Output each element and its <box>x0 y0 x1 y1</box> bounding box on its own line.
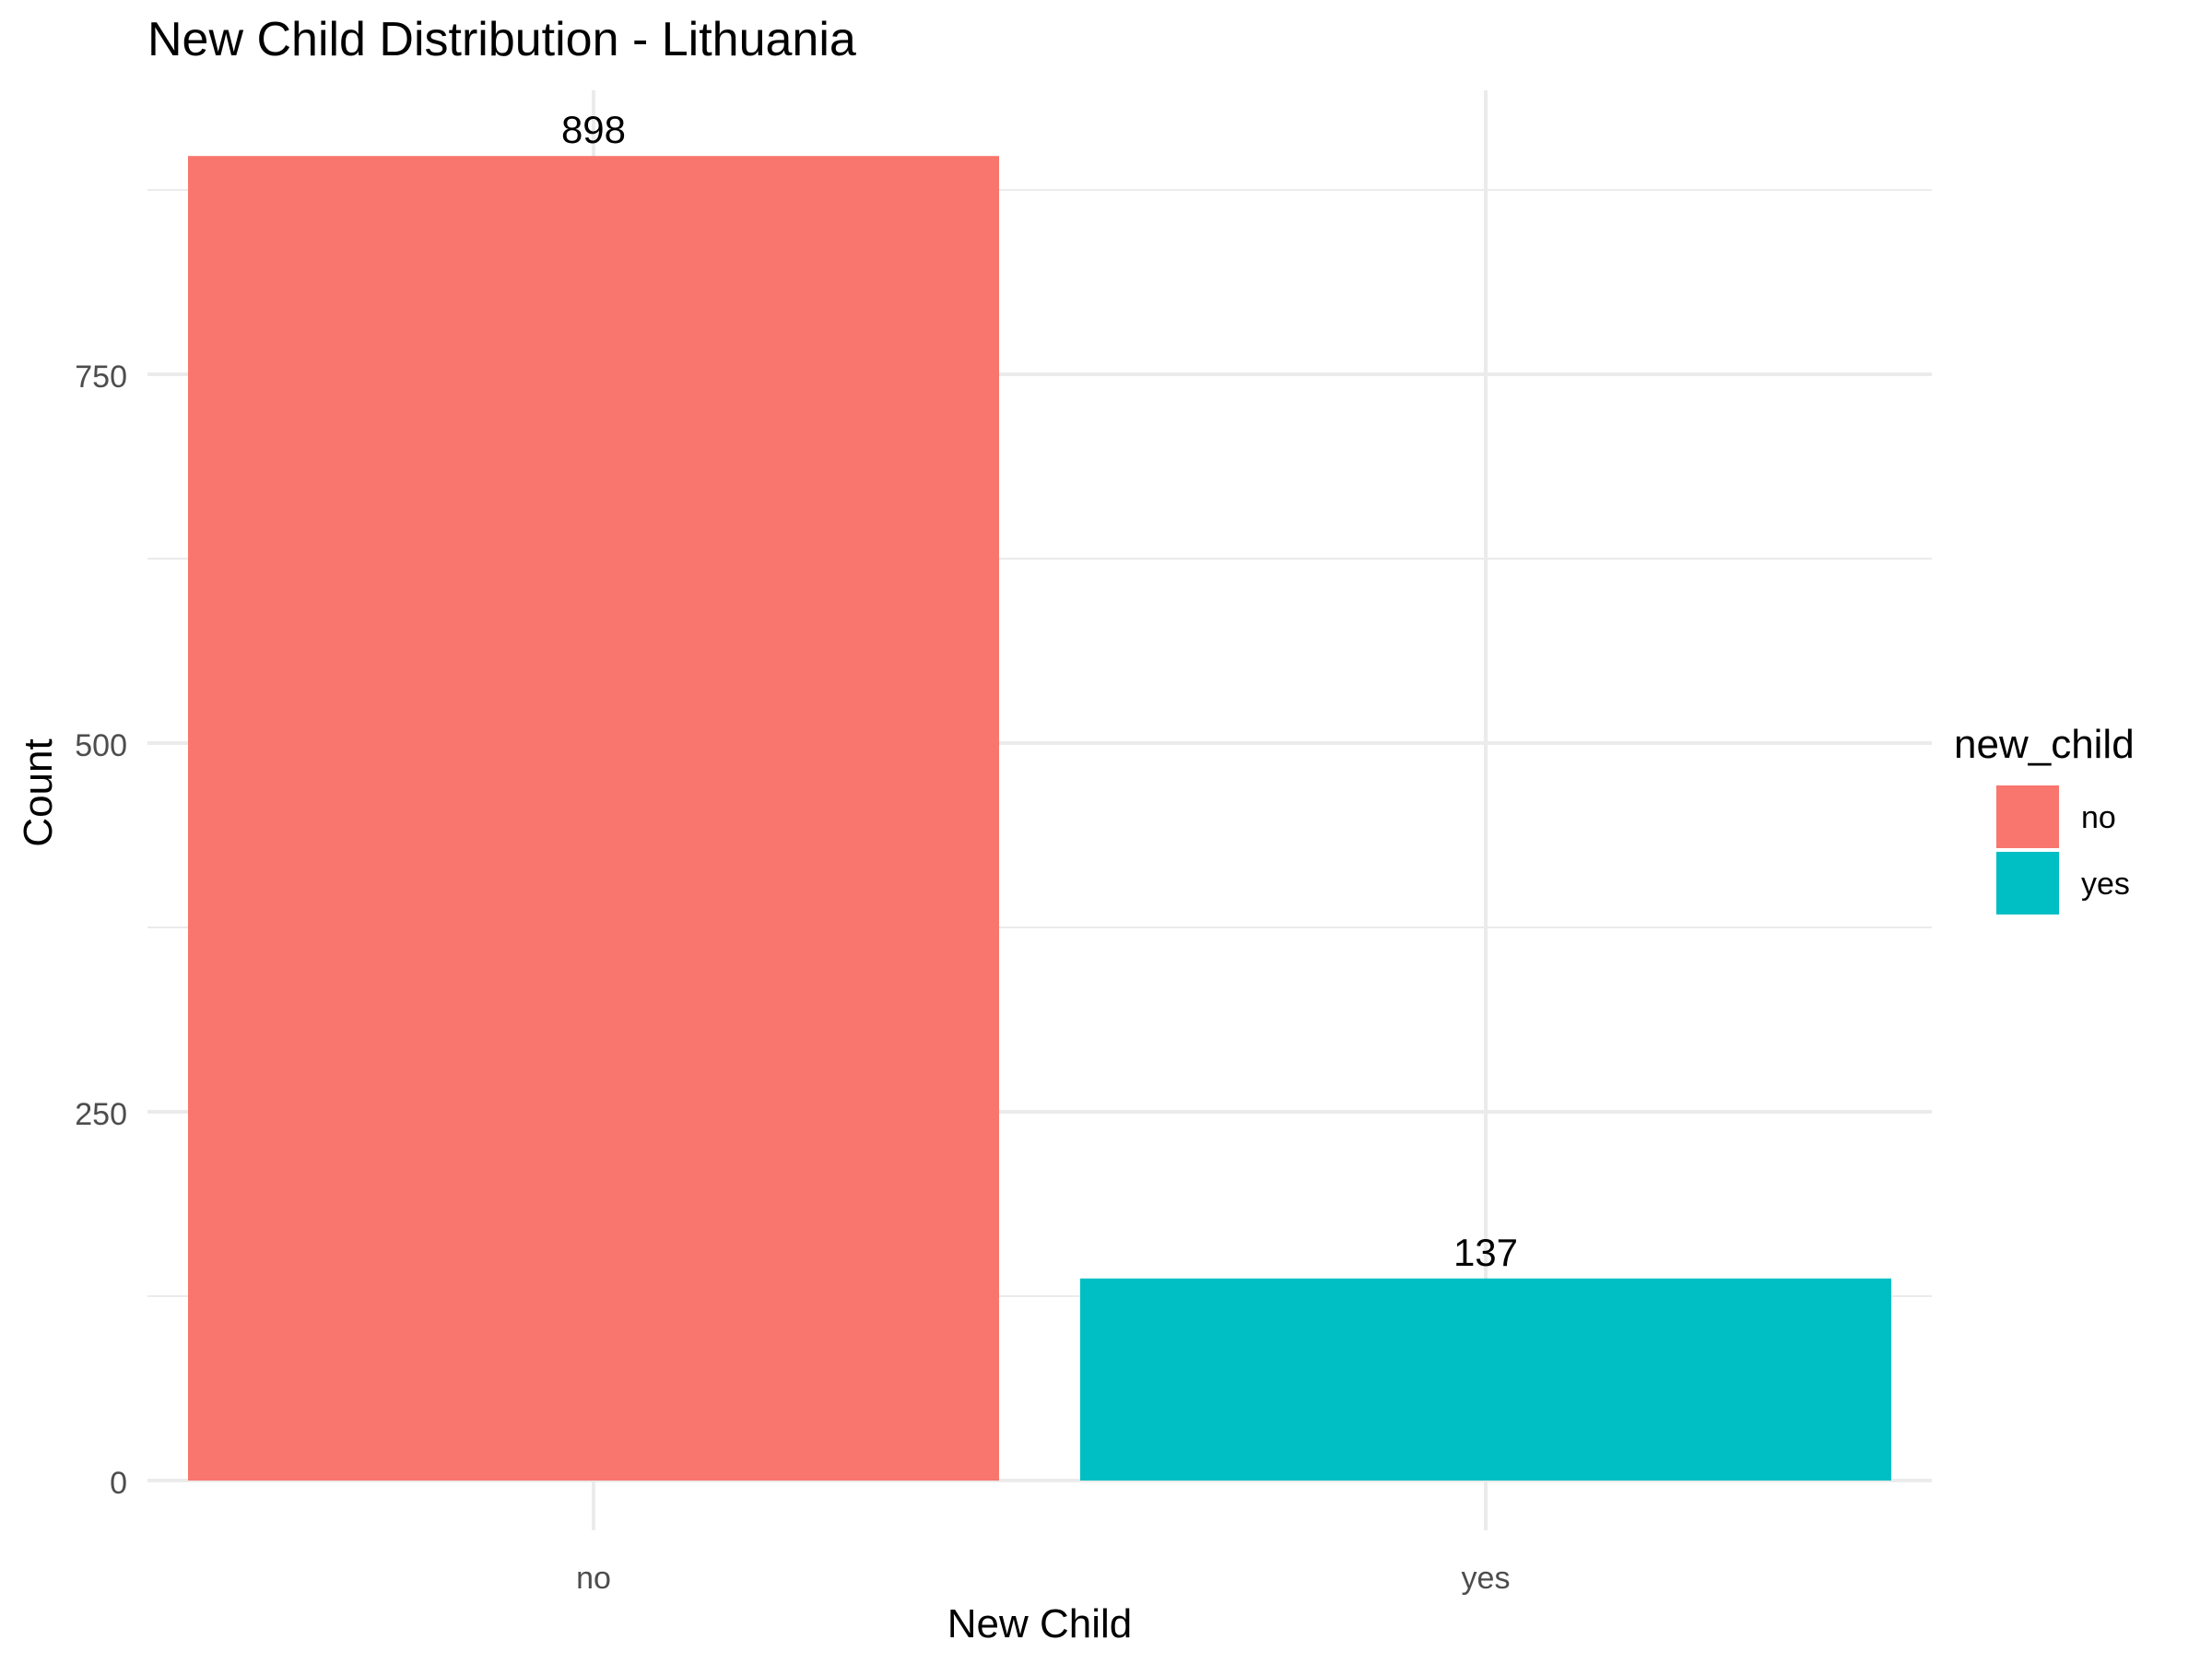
y-axis: 0 250 500 750 <box>75 360 127 1501</box>
bar-yes <box>1080 1278 1891 1481</box>
y-tick-label: 750 <box>75 360 127 395</box>
x-axis: no yes <box>576 1561 1510 1596</box>
legend: new_child no yes <box>1954 722 2135 915</box>
legend-key-yes <box>1996 852 2059 915</box>
bar-no <box>188 156 999 1481</box>
bars <box>188 156 1891 1481</box>
y-axis-title: Count <box>16 738 61 846</box>
legend-key-no <box>1996 785 2059 848</box>
bar-value-labels: 898 137 <box>561 108 1518 1274</box>
legend-label: no <box>2081 800 2116 835</box>
bar-value-label: 137 <box>1453 1231 1518 1274</box>
y-tick-label: 250 <box>75 1097 127 1132</box>
x-tick-label: yes <box>1462 1561 1511 1596</box>
x-tick-label: no <box>576 1561 611 1596</box>
legend-label: yes <box>2081 867 2130 902</box>
y-tick-label: 0 <box>110 1466 127 1501</box>
chart-title: New Child Distribution - Lithuania <box>147 13 856 66</box>
legend-title: new_child <box>1954 722 2135 767</box>
x-axis-title: New Child <box>947 1601 1133 1646</box>
y-tick-label: 500 <box>75 728 127 763</box>
bar-value-label: 898 <box>561 108 626 151</box>
